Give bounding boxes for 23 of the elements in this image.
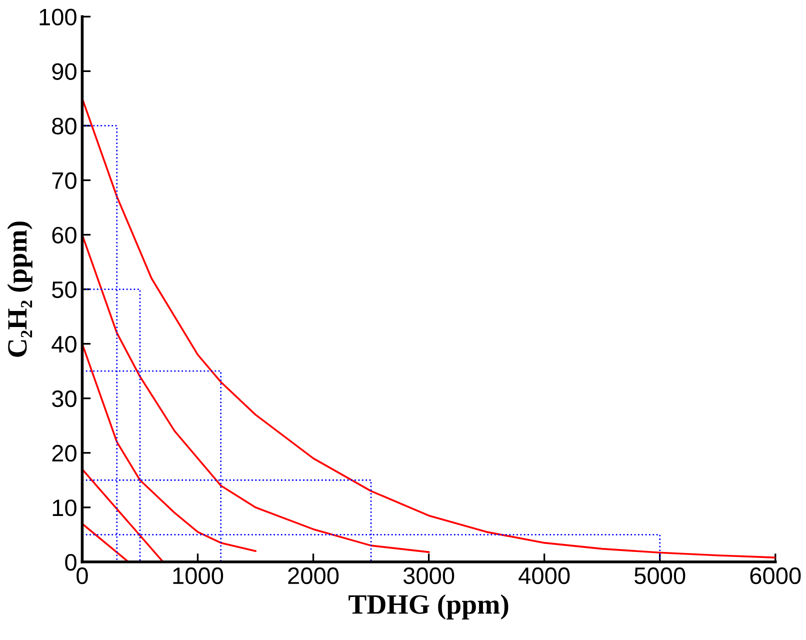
y-tick-label: 40 <box>52 336 76 353</box>
y-tick-label: 20 <box>52 444 76 462</box>
x-tick-label: 6000 <box>750 567 801 584</box>
x-tick-label: 4000 <box>518 567 570 584</box>
y-tick-label: 60 <box>52 226 76 244</box>
y-axis-title: C₂H₂ (ppm) <box>7 222 32 357</box>
x-tick-label: 2000 <box>288 567 339 584</box>
y-tick-label: 80 <box>52 118 76 134</box>
line-series <box>82 98 776 558</box>
y-tick-label: 0 <box>65 554 76 571</box>
line-series <box>82 342 256 552</box>
line-series <box>82 234 430 554</box>
y-tick-label: 100 <box>40 8 76 26</box>
y-tick-label: 50 <box>52 281 76 298</box>
x-axis-title: TDHG (ppm) <box>348 594 508 620</box>
x-tick-label: 1000 <box>173 567 224 584</box>
y-tick-label: 90 <box>52 63 76 80</box>
y-tick-label: 70 <box>52 172 76 190</box>
x-tick-label: 3000 <box>403 567 454 584</box>
y-tick-label: 10 <box>52 499 76 516</box>
x-tick-label: 0 <box>76 567 88 584</box>
y-tick-label: 30 <box>52 390 76 408</box>
x-tick-label: 5000 <box>634 567 686 584</box>
